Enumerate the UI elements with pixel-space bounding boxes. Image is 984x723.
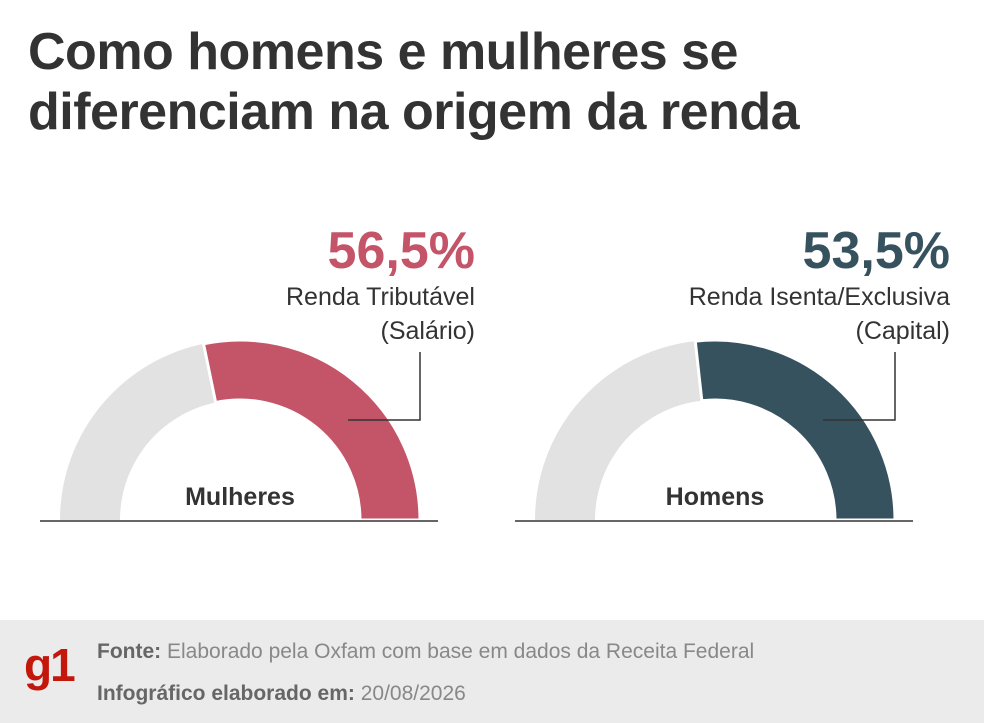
series-label: (Salário) [381, 317, 475, 345]
series-label: Renda Isenta/Exclusiva [689, 283, 950, 311]
gauge-arc [693, 338, 897, 522]
footer: g1 Fonte: Elaborado pela Oxfam com base … [0, 620, 984, 723]
category-label: Mulheres [185, 483, 295, 511]
gauge-arc [201, 338, 422, 522]
chart: Mulheres 56,5% Renda Tributável (Salário) Ho… [40, 222, 950, 522]
date-line: Infográfico elaborado em: 20/08/2026 [97, 682, 466, 706]
date-label: Infográfico elaborado em: [97, 682, 355, 705]
date: 20/08/2026 [360, 682, 466, 705]
value-label: 56,5% [328, 222, 475, 280]
source-line: Fonte: Elaborado pela Oxfam com base em … [97, 640, 754, 664]
value-label: 53,5% [803, 222, 950, 280]
source: Elaborado pela Oxfam com base em dados d… [167, 640, 755, 663]
source-label: Fonte: [97, 640, 162, 663]
leader-line [348, 352, 421, 421]
series-label: (Capital) [856, 317, 950, 345]
category-label: Homens [666, 483, 765, 511]
series-label: Renda Tributável [286, 283, 475, 311]
logo: g1 [24, 639, 76, 691]
title: Como homens e mulheres se diferenciam na… [28, 23, 800, 141]
leader-line [823, 352, 896, 421]
